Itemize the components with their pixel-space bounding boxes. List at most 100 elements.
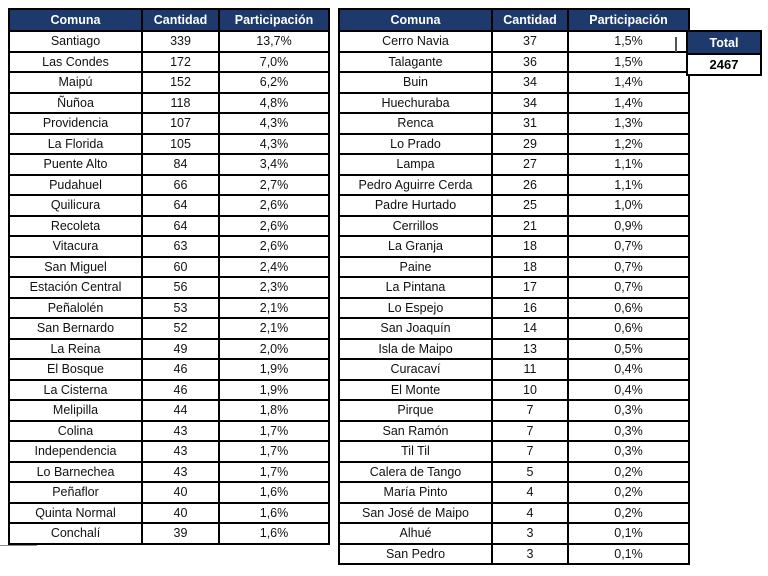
cell-cantidad: 31 [491, 112, 569, 135]
cell-participacion: 3,4% [218, 153, 330, 176]
cell-cantidad: 29 [491, 132, 569, 155]
text-cursor [675, 37, 677, 52]
total-value: 2467 [686, 53, 762, 76]
header-row: Comuna Cantidad Participación [8, 8, 330, 32]
cell-cantidad: 172 [141, 50, 220, 73]
table-row: Pudahuel 66 2,7% [8, 173, 330, 196]
column-header-cantidad: Cantidad [141, 8, 220, 32]
cell-cantidad: 5 [491, 460, 569, 483]
table-row: San Ramón 7 0,3% [338, 419, 690, 442]
cell-cantidad: 39 [141, 522, 220, 545]
cell-comuna: La Reina [8, 337, 143, 360]
table-row: Cerrillos 21 0,9% [338, 214, 690, 237]
cell-cantidad: 56 [141, 276, 220, 299]
gridline-fragment [0, 545, 37, 546]
cell-participacion: 1,7% [218, 419, 330, 442]
cell-participacion: 1,5% [567, 50, 690, 73]
total-box: Total 2467 [686, 30, 762, 76]
cell-cantidad: 107 [141, 112, 220, 135]
cell-comuna: Colina [8, 419, 143, 442]
cell-cantidad: 34 [491, 91, 569, 114]
cell-participacion: 2,3% [218, 276, 330, 299]
table-row: La Cisterna 46 1,9% [8, 378, 330, 401]
cell-cantidad: 7 [491, 399, 569, 422]
cell-comuna: Puente Alto [8, 153, 143, 176]
cell-cantidad: 60 [141, 255, 220, 278]
table-row: San José de Maipo 4 0,2% [338, 501, 690, 524]
cell-participacion: 0,3% [567, 419, 690, 442]
cell-comuna: Padre Hurtado [338, 194, 493, 217]
cell-participacion: 2,6% [218, 214, 330, 237]
table-row: Peñaflor 40 1,6% [8, 481, 330, 504]
cell-participacion: 1,5% [567, 30, 690, 53]
cell-participacion: 0,4% [567, 358, 690, 381]
total-header-row: Total [686, 30, 762, 55]
cell-comuna: El Bosque [8, 358, 143, 381]
table-row: Pirque 7 0,3% [338, 399, 690, 422]
table-row: Las Condes 172 7,0% [8, 50, 330, 73]
cell-participacion: 2,6% [218, 235, 330, 258]
cell-participacion: 0,2% [567, 501, 690, 524]
cell-cantidad: 17 [491, 276, 569, 299]
cell-cantidad: 16 [491, 296, 569, 319]
cell-comuna: Calera de Tango [338, 460, 493, 483]
cell-participacion: 0,1% [567, 542, 690, 565]
table-row: Vitacura 63 2,6% [8, 235, 330, 258]
table-row: Quilicura 64 2,6% [8, 194, 330, 217]
cell-cantidad: 64 [141, 194, 220, 217]
cell-participacion: 4,3% [218, 112, 330, 135]
table-row: San Miguel 60 2,4% [8, 255, 330, 278]
cell-participacion: 2,4% [218, 255, 330, 278]
cell-comuna: Quilicura [8, 194, 143, 217]
cell-comuna: San Ramón [338, 419, 493, 442]
cell-cantidad: 46 [141, 358, 220, 381]
cell-comuna: La Florida [8, 132, 143, 155]
cell-comuna: Paine [338, 255, 493, 278]
cell-cantidad: 7 [491, 440, 569, 463]
cell-comuna: Talagante [338, 50, 493, 73]
table-row: Huechuraba 34 1,4% [338, 91, 690, 114]
cell-comuna: Pirque [338, 399, 493, 422]
cell-participacion: 0,9% [567, 214, 690, 237]
cell-comuna: La Granja [338, 235, 493, 258]
cell-participacion: 0,3% [567, 399, 690, 422]
cell-comuna: Lo Espejo [338, 296, 493, 319]
cell-cantidad: 40 [141, 481, 220, 504]
cell-participacion: 0,2% [567, 481, 690, 504]
cell-participacion: 0,7% [567, 235, 690, 258]
table-row: Lo Barnechea 43 1,7% [8, 460, 330, 483]
table-row: Ñuñoa 118 4,8% [8, 91, 330, 114]
cell-cantidad: 4 [491, 481, 569, 504]
table-row: Santiago 339 13,7% [8, 30, 330, 53]
cell-comuna: Isla de Maipo [338, 337, 493, 360]
cell-comuna: San Bernardo [8, 317, 143, 340]
cell-participacion: 1,1% [567, 153, 690, 176]
cell-cantidad: 64 [141, 214, 220, 237]
table-row: El Bosque 46 1,9% [8, 358, 330, 381]
cell-cantidad: 43 [141, 440, 220, 463]
cell-cantidad: 84 [141, 153, 220, 176]
table-row: Cerro Navia 37 1,5% [338, 30, 690, 53]
table-row: Puente Alto 84 3,4% [8, 153, 330, 176]
cell-cantidad: 14 [491, 317, 569, 340]
table-row: Maipú 152 6,2% [8, 71, 330, 94]
cell-comuna: San Joaquín [338, 317, 493, 340]
cell-participacion: 2,1% [218, 296, 330, 319]
cell-participacion: 1,1% [567, 173, 690, 196]
table-row: Independencia 43 1,7% [8, 440, 330, 463]
cell-cantidad: 52 [141, 317, 220, 340]
cell-cantidad: 339 [141, 30, 220, 53]
table-row: Talagante 36 1,5% [338, 50, 690, 73]
cell-cantidad: 3 [491, 542, 569, 565]
cell-participacion: 1,8% [218, 399, 330, 422]
cell-participacion: 0,1% [567, 522, 690, 545]
cell-comuna: La Pintana [338, 276, 493, 299]
cell-comuna: Quinta Normal [8, 501, 143, 524]
cell-participacion: 1,6% [218, 481, 330, 504]
cell-comuna: Melipilla [8, 399, 143, 422]
column-header-participacion: Participación [567, 8, 690, 32]
cell-cantidad: 118 [141, 91, 220, 114]
cell-cantidad: 4 [491, 501, 569, 524]
cell-comuna: Renca [338, 112, 493, 135]
cell-comuna: Lo Prado [338, 132, 493, 155]
